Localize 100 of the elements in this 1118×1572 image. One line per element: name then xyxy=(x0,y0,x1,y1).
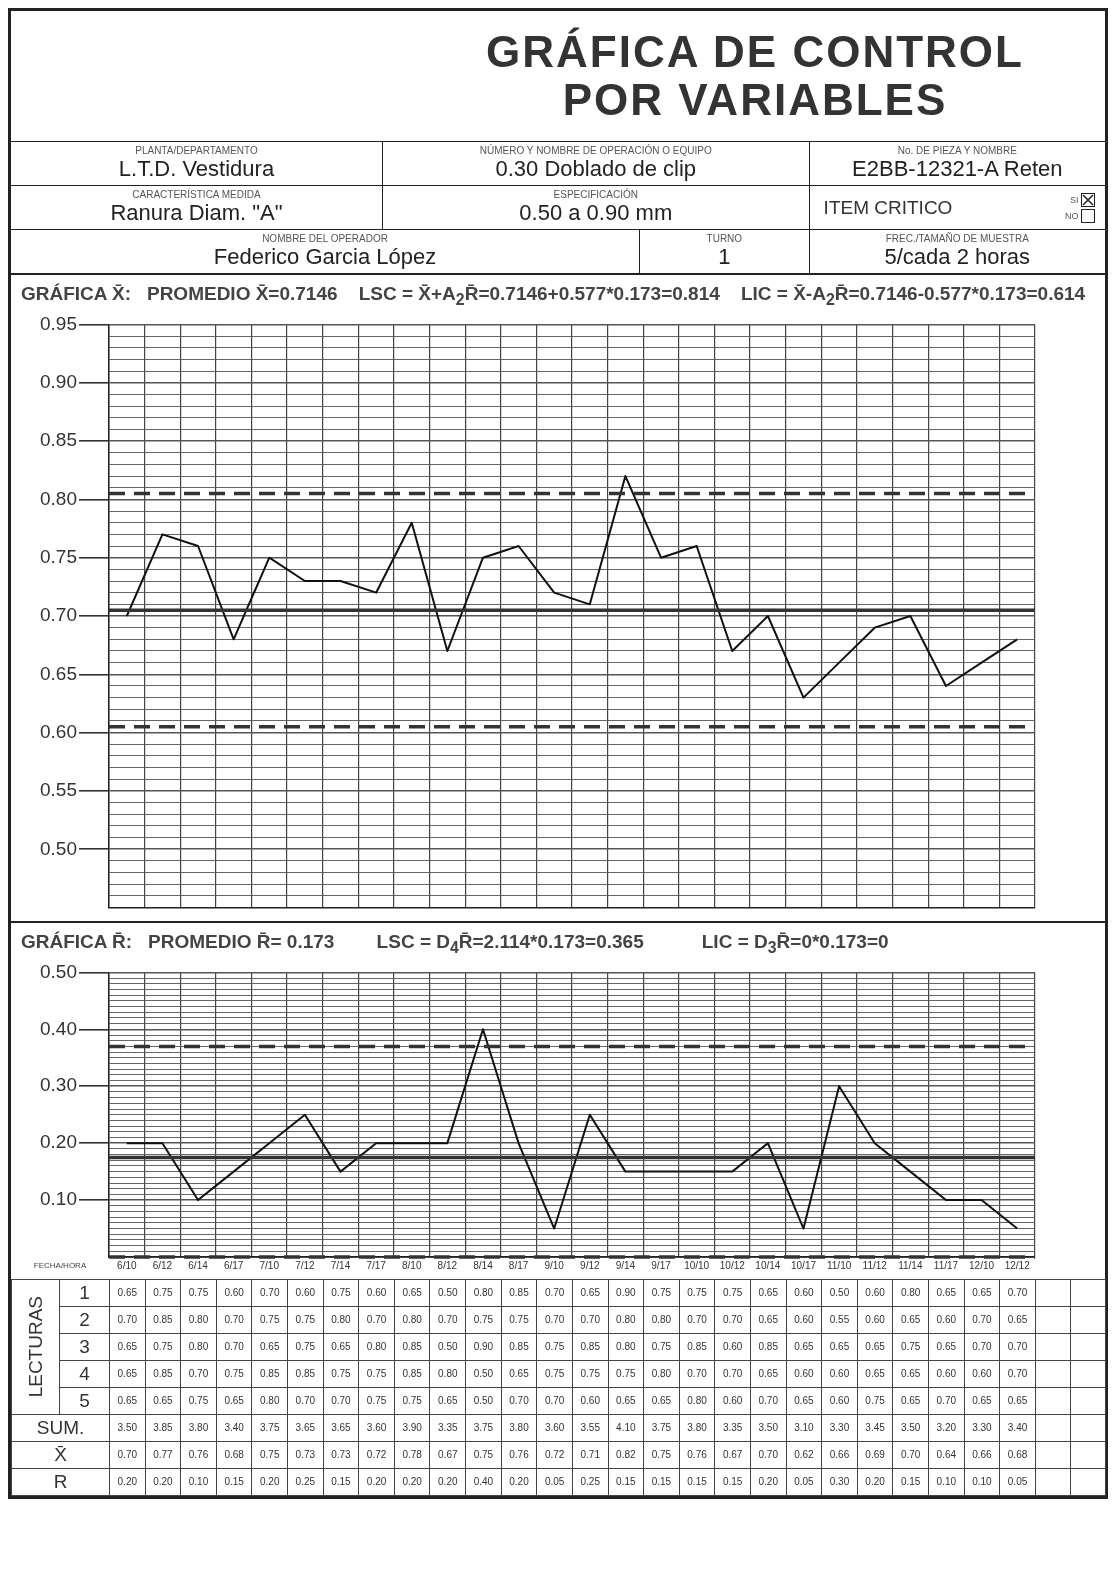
data-label: 0.70 xyxy=(180,1360,217,1388)
data-label: 3.60 xyxy=(358,1414,395,1442)
text: 1 xyxy=(717,244,732,270)
x-tick-label: 11/14 xyxy=(898,1259,923,1271)
data-label: 0.65 xyxy=(999,1306,1036,1334)
y-tick-label: 0.90 xyxy=(40,370,77,392)
data-label: 0.15 xyxy=(679,1468,715,1496)
data-label: 0.60 xyxy=(857,1279,893,1307)
text: No. DE PIEZA Y NOMBRE xyxy=(896,145,1018,156)
data-label: 3.40 xyxy=(999,1414,1036,1442)
data-label: 0.78 xyxy=(394,1441,430,1469)
data-label: 0.65 xyxy=(216,1387,252,1415)
data-label: 0.73 xyxy=(287,1441,324,1469)
data-label: 3.85 xyxy=(145,1414,181,1442)
data-label: 0.50 xyxy=(429,1279,466,1307)
data-label: 0.80 xyxy=(323,1306,359,1334)
data-label: 0.60 xyxy=(786,1360,822,1388)
data-label: 0.75 xyxy=(572,1360,609,1388)
text: ITEM CRITICO xyxy=(823,196,953,219)
data-label: 0.15 xyxy=(643,1468,680,1496)
data-label: 0.60 xyxy=(786,1306,822,1334)
data-label: 0.60 xyxy=(216,1279,252,1307)
data-label: 0.60 xyxy=(572,1387,609,1415)
y-tick-label: 0.85 xyxy=(40,429,77,451)
data-label: 0.72 xyxy=(536,1441,573,1469)
x-tick-label: 9/14 xyxy=(615,1259,636,1271)
y-tick-label: 4 xyxy=(59,1360,110,1388)
data-label: 0.65 xyxy=(109,1360,146,1388)
data-label: 0.85 xyxy=(287,1360,324,1388)
data-label: 0.67 xyxy=(714,1441,751,1469)
data-label: 4.10 xyxy=(608,1414,644,1442)
x-tick-label: 6/14 xyxy=(188,1259,209,1271)
y-tick-label: 0.20 xyxy=(40,1130,77,1152)
data-label: 0.85 xyxy=(251,1360,288,1388)
data-label: 0.65 xyxy=(145,1387,181,1415)
data-label: 0.10 xyxy=(180,1468,217,1496)
data-label: 0.75 xyxy=(287,1333,324,1361)
y-tick-label: 0.80 xyxy=(40,487,77,509)
data-label: 0.15 xyxy=(714,1468,751,1496)
data-label: 0.80 xyxy=(358,1333,395,1361)
data-label: 0.40 xyxy=(465,1468,502,1496)
y-tick-label: 0.50 xyxy=(40,960,77,982)
data-label: 0.70 xyxy=(964,1306,1000,1334)
data-label: 0.75 xyxy=(465,1306,502,1334)
data-label: 0.65 xyxy=(892,1306,929,1334)
x-tick-label: 7/10 xyxy=(259,1259,280,1271)
data-label: 0.05 xyxy=(786,1468,822,1496)
data-label: 0.70 xyxy=(358,1306,395,1334)
data-label: 0.10 xyxy=(928,1468,965,1496)
data-label: 0.15 xyxy=(323,1468,359,1496)
x-tick-label: 8/10 xyxy=(402,1259,422,1271)
data-label: 3.10 xyxy=(786,1414,822,1442)
data-label: 0.70 xyxy=(750,1387,787,1415)
data-label: 0.65 xyxy=(429,1387,466,1415)
x-tick-label: 7/17 xyxy=(366,1259,387,1271)
data-label: 3.65 xyxy=(323,1414,359,1442)
y-tick-label: 5 xyxy=(59,1387,110,1415)
data-label: 3.20 xyxy=(928,1414,965,1442)
data-label: 0.70 xyxy=(251,1279,288,1307)
data-label: 0.65 xyxy=(786,1333,822,1361)
chart-title: GRÁFICA R̄: PROMEDIO R̄= 0.173 LSC = D$_{4}$R̄=2.114*0.173=0.365 LIC = D$_{3}$R̄=0*0.173=0 xyxy=(20,929,890,958)
data-label: 0.75 xyxy=(180,1279,217,1307)
data-label: 0.65 xyxy=(821,1333,858,1361)
data-label: 3.55 xyxy=(572,1414,609,1442)
data-label: 0.75 xyxy=(251,1441,288,1469)
text: SI xyxy=(1069,194,1079,205)
data-label: 0.65 xyxy=(394,1279,430,1307)
y-tick-label: 1 xyxy=(59,1279,110,1307)
data-label: 3.60 xyxy=(536,1414,573,1442)
data-label: 3.50 xyxy=(892,1414,929,1442)
data-label: 0.75 xyxy=(643,1441,680,1469)
data-label: 0.20 xyxy=(857,1468,893,1496)
data-label: 3.80 xyxy=(501,1414,537,1442)
x-tick-label: 8/17 xyxy=(508,1259,529,1271)
data-label: 0.70 xyxy=(999,1279,1036,1307)
data-label: 0.70 xyxy=(429,1306,466,1334)
data-label: 0.82 xyxy=(608,1441,644,1469)
data-label: 0.68 xyxy=(216,1441,252,1469)
data-label: 0.75 xyxy=(501,1306,537,1334)
data-label: 0.70 xyxy=(216,1306,252,1334)
data-label: 0.65 xyxy=(109,1279,146,1307)
data-label: 0.60 xyxy=(358,1279,395,1307)
data-label: 0.85 xyxy=(679,1333,715,1361)
data-label: 3.30 xyxy=(964,1414,1000,1442)
x-tick-label: 9/10 xyxy=(544,1259,565,1271)
data-label: 0.62 xyxy=(786,1441,822,1469)
data-label: 0.65 xyxy=(501,1360,537,1388)
data-label: 0.75 xyxy=(679,1279,715,1307)
data-label: 3.30 xyxy=(821,1414,858,1442)
data-label: 0.65 xyxy=(786,1387,822,1415)
data-label: 0.65 xyxy=(857,1360,893,1388)
data-label: 0.75 xyxy=(394,1387,430,1415)
data-label: 0.65 xyxy=(750,1306,787,1334)
data-label: 3.90 xyxy=(394,1414,430,1442)
data-label: 0.90 xyxy=(465,1333,502,1361)
data-label: 0.75 xyxy=(358,1387,395,1415)
x-tick-label: 11/17 xyxy=(933,1259,959,1271)
data-label: 0.80 xyxy=(251,1387,288,1415)
data-label: 0.25 xyxy=(287,1468,324,1496)
data-label: 0.65 xyxy=(892,1360,929,1388)
